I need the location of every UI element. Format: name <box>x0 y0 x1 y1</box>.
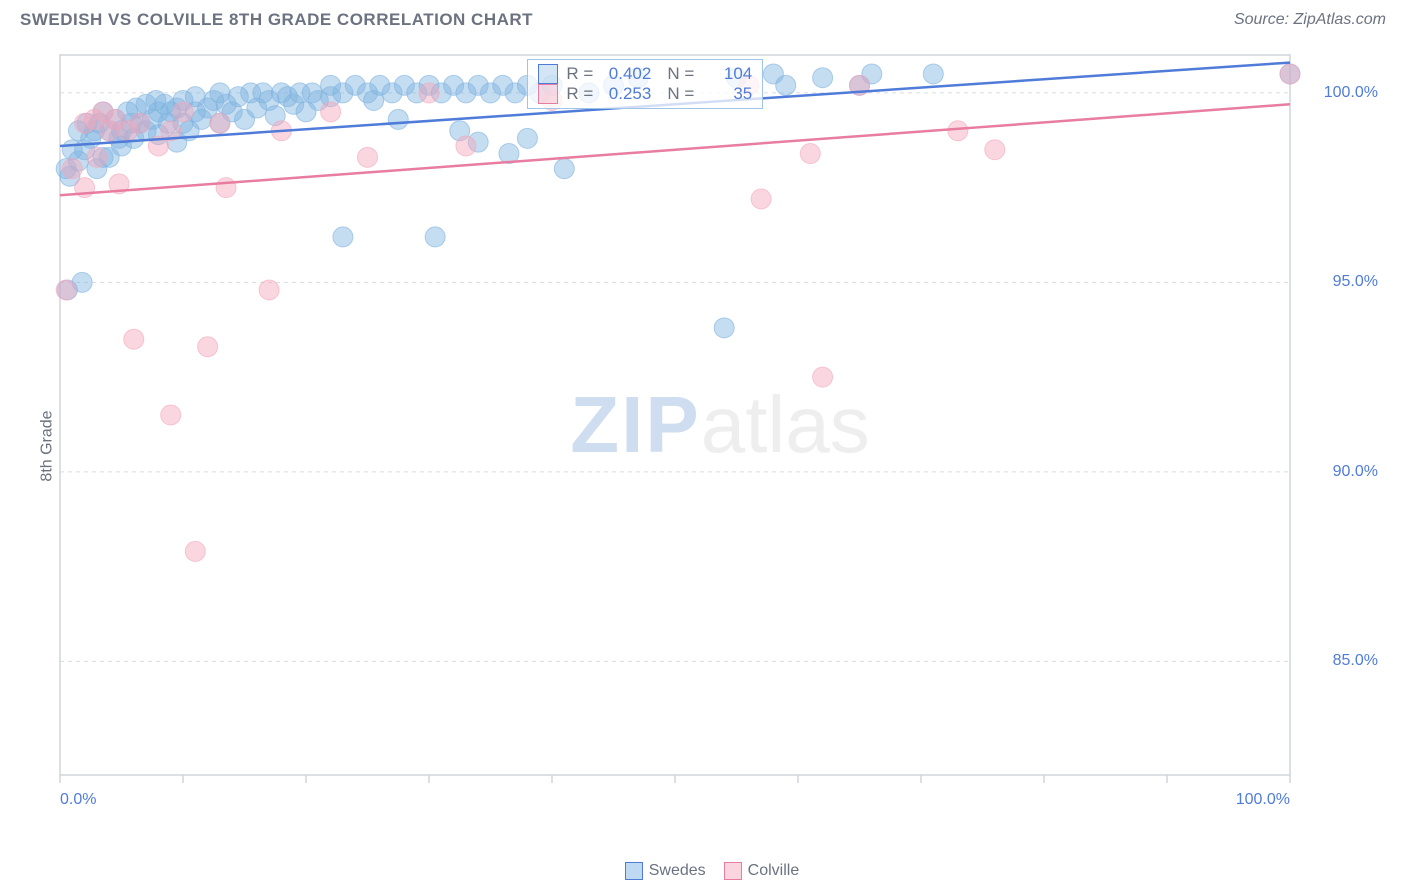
y-tick-label: 85.0% <box>1333 652 1378 670</box>
plot-area: ZIPatlas 85.0%90.0%95.0%100.0% 0.0%100.0… <box>50 45 1390 805</box>
legend-label: Swedes <box>649 862 706 879</box>
x-tick-label: 0.0% <box>60 791 96 809</box>
legend-swatch <box>625 862 643 880</box>
x-tick-label: 100.0% <box>1236 791 1290 809</box>
y-tick-label: 100.0% <box>1324 84 1378 102</box>
source-label: Source: ZipAtlas.com <box>1234 11 1386 29</box>
y-tick-label: 90.0% <box>1333 463 1378 481</box>
bottom-legend: Swedes Colville <box>0 862 1406 880</box>
stats-legend: R =0.402 N =104 R =0.253 N =35 <box>527 59 763 109</box>
y-tick-label: 95.0% <box>1333 273 1378 291</box>
scatter-chart <box>50 45 1390 805</box>
legend-label: Colville <box>748 862 800 879</box>
legend-swatch <box>724 862 742 880</box>
chart-title: SWEDISH VS COLVILLE 8TH GRADE CORRELATIO… <box>20 10 533 30</box>
